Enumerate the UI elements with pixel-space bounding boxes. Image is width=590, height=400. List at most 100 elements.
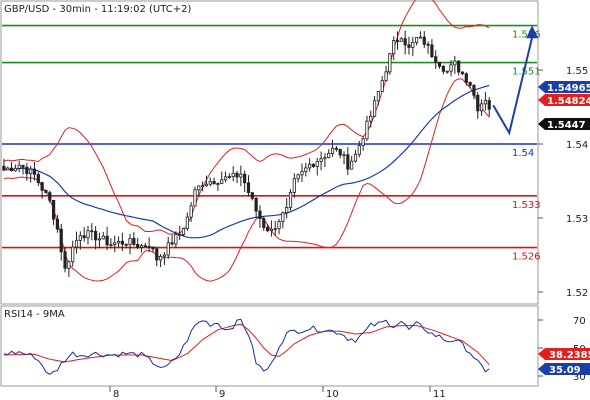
candle-body-114 [437,61,442,67]
candle-body-14 [55,218,60,230]
candle-body-66 [254,197,258,212]
candle-body-127 [487,100,491,110]
price-tags: 1.54965 1.54824 1.5447 [538,81,590,131]
candle-body-78 [300,171,304,176]
candle-body-24 [94,231,98,241]
candle-body-12 [48,192,52,201]
candle-body-10 [40,182,44,191]
candle-body-113 [434,56,438,63]
price-panel-frame [0,0,539,305]
price-tick-label-0: 1.52 [566,288,588,299]
candle-body-57 [220,179,224,184]
candle-body-80 [308,163,312,169]
rsi-tag-red: 38.2385 [549,350,590,361]
candle-body-82 [315,161,319,167]
candlesticks [2,30,491,277]
price-tick-label-1: 1.53 [566,214,588,225]
level-label-1.54: 1.54 [512,148,534,159]
rsi-tag-bg-blue [538,363,590,375]
candle-body-50 [193,189,197,207]
candle-body-90 [346,154,350,170]
candle-body-81 [311,163,316,167]
level-label-1.551: 1.551 [512,67,541,78]
candle-body-53 [204,183,209,187]
candle-body-43 [166,242,170,256]
rsi-tick-label-0: 30 [573,372,586,383]
indicators [3,0,490,282]
rsi-tag-bg-red [538,348,590,360]
level-label-1.526: 1.526 [512,252,541,263]
candle-body-126 [483,100,488,105]
candle-body-22 [86,230,90,239]
price-tag-lower: 1.54824 [547,96,590,107]
candle-body-37 [143,245,147,248]
price-tag-bg-lower [538,94,590,106]
candle-body-125 [479,103,484,112]
candle-body-38 [147,246,151,248]
candle-body-68 [262,218,266,228]
x-tick-label-11: 11 [433,389,446,400]
candle-body-72 [277,221,281,230]
candle-body-76 [292,178,296,193]
candle-body-17 [67,261,71,269]
candle-body-94 [361,138,365,147]
rsi-line [3,318,490,376]
candle-body-100 [384,71,388,82]
candle-body-92 [353,153,358,162]
x-tick-label-8: 8 [113,389,119,400]
rsi-tags: 38.2385 35.09 [538,348,590,376]
candle-body-58 [223,176,228,181]
candle-body-121 [464,73,468,83]
candle-body-74 [285,207,289,214]
candle-body-31 [120,240,124,245]
candle-body-44 [170,242,174,245]
candle-body-118 [453,60,457,66]
candle-body-87 [334,147,338,150]
candle-body-93 [357,145,361,155]
candle-body-0 [2,165,6,171]
candle-body-106 [407,44,411,48]
candle-body-63 [243,173,247,184]
price-tag-upper: 1.54965 [547,83,590,94]
candle-body-11 [44,189,48,193]
candle-body-60 [231,172,235,177]
candle-body-52 [201,185,205,188]
candle-body-8 [32,168,37,175]
candle-body-70 [269,228,274,232]
candle-body-49 [189,205,193,218]
rsi-tick-label-2: 70 [573,316,586,327]
candle-body-101 [388,53,392,73]
candle-body-16 [63,251,67,269]
candle-body-21 [82,235,86,239]
price-tag-bg-current [538,118,590,130]
rsi-ma-line [3,323,490,365]
candle-body-28 [109,244,113,247]
candle-body-42 [162,254,167,257]
candle-body-18 [71,246,75,263]
candle-body-1 [6,167,10,171]
candle-body-61 [235,172,239,178]
rsi-label: RSI14 - 9MA [4,309,65,320]
price-tick-label-3: 1.55 [566,66,588,77]
candle-body-34 [132,238,136,245]
candle-body-110 [422,36,426,45]
candle-body-112 [430,44,434,58]
candle-body-73 [281,212,285,222]
candle-body-41 [158,255,163,261]
forecast-arrow-line [492,37,534,136]
candle-body-105 [403,38,407,46]
candle-body-97 [372,100,377,117]
candle-body-117 [449,64,453,72]
candle-body-4 [17,164,21,169]
rsi-panel-frame [0,305,539,387]
rsi-tag-blue: 35.09 [549,365,581,376]
candle-body-5 [21,164,25,168]
candle-body-89 [342,154,346,157]
x-tick-label-9: 9 [219,389,225,400]
candle-body-69 [265,227,270,232]
candle-body-3 [13,167,17,172]
candle-body-122 [468,82,472,86]
forecast-arrow [492,25,539,136]
candle-body-102 [392,40,396,55]
